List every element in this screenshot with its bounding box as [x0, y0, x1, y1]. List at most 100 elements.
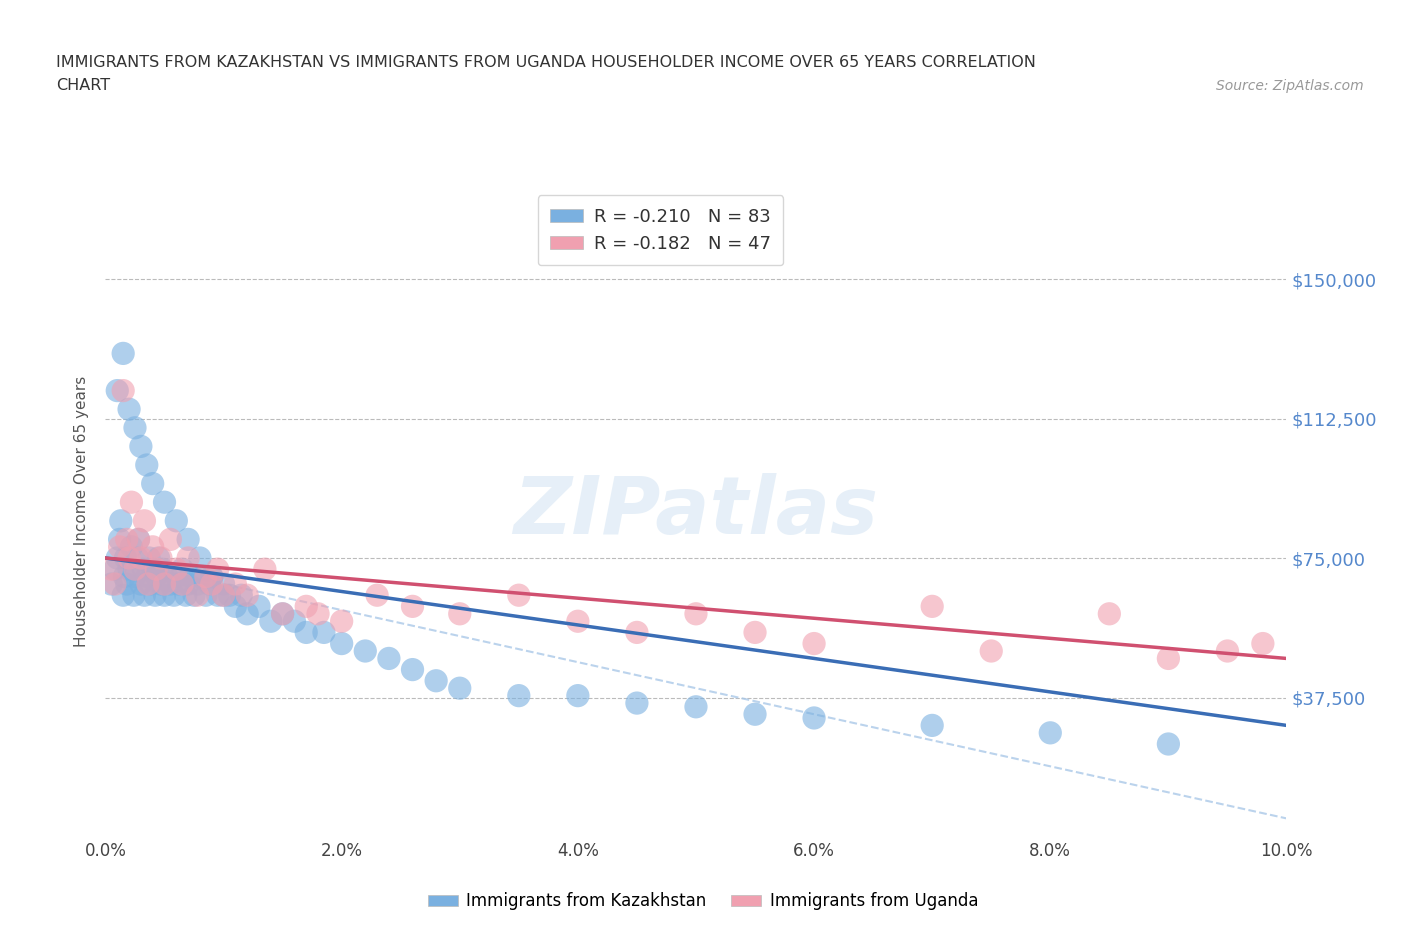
Point	[139, 577, 162, 591]
Point	[165, 513, 187, 528]
Point	[685, 699, 707, 714]
Point	[115, 532, 138, 547]
Point	[1098, 606, 1121, 621]
Point	[150, 562, 173, 577]
Point	[921, 599, 943, 614]
Point	[165, 569, 187, 584]
Point	[260, 614, 283, 629]
Point	[803, 636, 825, 651]
Point	[118, 402, 141, 417]
Point	[120, 495, 142, 510]
Point	[148, 551, 170, 565]
Point	[163, 588, 186, 603]
Point	[921, 718, 943, 733]
Point	[354, 644, 377, 658]
Point	[108, 532, 131, 547]
Point	[110, 513, 132, 528]
Point	[114, 551, 136, 565]
Point	[247, 599, 270, 614]
Point	[172, 562, 194, 577]
Point	[803, 711, 825, 725]
Point	[115, 577, 138, 591]
Point	[194, 588, 217, 603]
Point	[112, 383, 135, 398]
Point	[138, 551, 160, 565]
Point	[100, 577, 122, 591]
Point	[188, 551, 211, 565]
Point	[177, 551, 200, 565]
Point	[128, 532, 150, 547]
Point	[201, 569, 224, 584]
Text: Source: ZipAtlas.com: Source: ZipAtlas.com	[1216, 79, 1364, 93]
Point	[1157, 737, 1180, 751]
Point	[1157, 651, 1180, 666]
Point	[449, 681, 471, 696]
Point	[1039, 725, 1062, 740]
Point	[149, 577, 172, 591]
Point	[236, 606, 259, 621]
Point	[187, 577, 209, 591]
Point	[1251, 636, 1274, 651]
Point	[231, 588, 253, 603]
Point	[143, 588, 166, 603]
Point	[112, 588, 135, 603]
Point	[159, 577, 181, 591]
Point	[177, 532, 200, 547]
Point	[136, 577, 159, 591]
Point	[207, 588, 229, 603]
Point	[120, 539, 142, 554]
Point	[149, 551, 172, 565]
Point	[132, 562, 155, 577]
Point	[685, 606, 707, 621]
Point	[129, 439, 152, 454]
Point	[177, 577, 200, 591]
Point	[626, 625, 648, 640]
Point	[271, 606, 294, 621]
Point	[744, 707, 766, 722]
Text: ZIPatlas: ZIPatlas	[513, 472, 879, 551]
Point	[187, 588, 209, 603]
Point	[330, 614, 353, 629]
Point	[307, 606, 329, 621]
Point	[425, 673, 447, 688]
Point	[201, 569, 224, 584]
Point	[124, 562, 146, 577]
Point	[159, 532, 181, 547]
Point	[112, 569, 135, 584]
Point	[401, 662, 423, 677]
Y-axis label: Householder Income Over 65 years: Householder Income Over 65 years	[75, 376, 90, 647]
Point	[224, 599, 246, 614]
Point	[183, 588, 205, 603]
Point	[104, 577, 127, 591]
Point	[108, 539, 131, 554]
Point	[153, 577, 176, 591]
Point	[212, 588, 235, 603]
Point	[212, 577, 235, 591]
Point	[112, 346, 135, 361]
Legend: R = -0.210   N = 83, R = -0.182   N = 47: R = -0.210 N = 83, R = -0.182 N = 47	[537, 195, 783, 265]
Point	[100, 562, 122, 577]
Point	[449, 606, 471, 621]
Point	[122, 588, 145, 603]
Point	[153, 588, 176, 603]
Point	[236, 588, 259, 603]
Point	[295, 625, 318, 640]
Point	[312, 625, 335, 640]
Point	[129, 577, 152, 591]
Point	[105, 383, 128, 398]
Point	[127, 551, 149, 565]
Text: CHART: CHART	[56, 78, 110, 93]
Text: IMMIGRANTS FROM KAZAKHSTAN VS IMMIGRANTS FROM UGANDA HOUSEHOLDER INCOME OVER 65 : IMMIGRANTS FROM KAZAKHSTAN VS IMMIGRANTS…	[56, 55, 1036, 70]
Point	[330, 636, 353, 651]
Legend: Immigrants from Kazakhstan, Immigrants from Uganda: Immigrants from Kazakhstan, Immigrants f…	[422, 885, 984, 917]
Point	[134, 588, 156, 603]
Point	[508, 588, 530, 603]
Point	[207, 562, 229, 577]
Point	[128, 532, 150, 547]
Point	[124, 420, 146, 435]
Point	[134, 513, 156, 528]
Point	[105, 551, 128, 565]
Point	[198, 577, 221, 591]
Point	[165, 562, 187, 577]
Point	[744, 625, 766, 640]
